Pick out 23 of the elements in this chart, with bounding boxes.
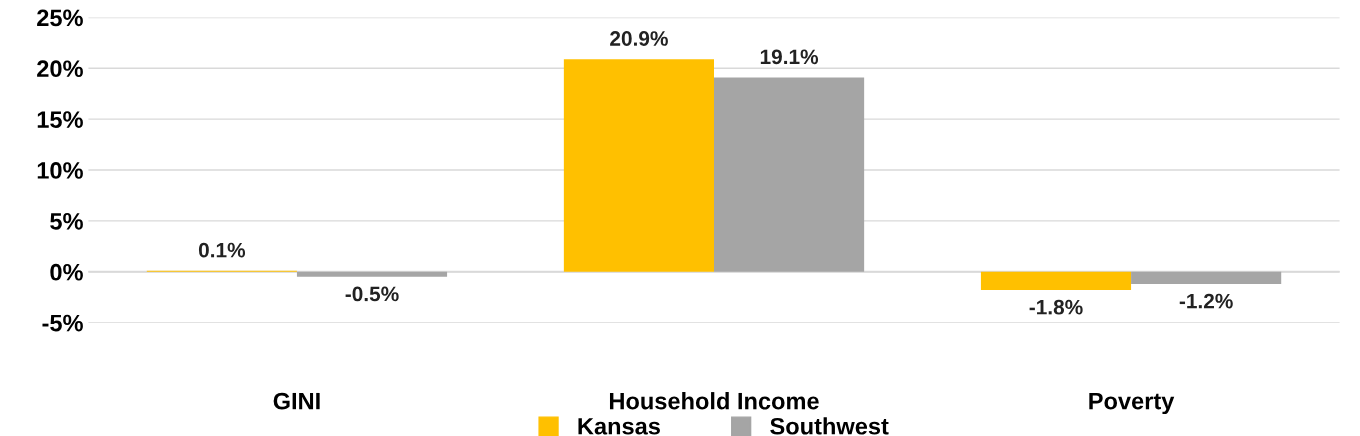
- y-tick-label: -5%: [42, 314, 83, 332]
- legend-label: Kansas: [578, 418, 660, 435]
- y-tick-label: 5%: [50, 213, 83, 230]
- bar: [1131, 271, 1282, 284]
- data-label: -1.8%: [1029, 299, 1083, 315]
- y-tick-label: 25%: [37, 9, 83, 27]
- y-tick-label: 0%: [50, 263, 83, 281]
- bar: [714, 77, 865, 272]
- y-tick-label: 15%: [37, 111, 83, 128]
- x-tick-label: Poverty: [1089, 392, 1175, 415]
- bar: [296, 271, 448, 277]
- x-tick-label: GINI: [273, 392, 320, 410]
- data-label: -0.5%: [345, 286, 399, 302]
- y-tick-label: 20%: [37, 60, 83, 78]
- data-label: -1.2%: [1179, 293, 1233, 309]
- bar: [563, 59, 714, 272]
- x-tick-label: Household Income: [609, 392, 819, 410]
- legend-label: Southwest: [770, 417, 889, 435]
- bar: [980, 271, 1132, 291]
- y-tick-label: 10%: [37, 162, 83, 179]
- data-label: 20.9%: [610, 31, 668, 46]
- data-label: 19.1%: [760, 49, 819, 65]
- data-label: 0.1%: [198, 242, 246, 258]
